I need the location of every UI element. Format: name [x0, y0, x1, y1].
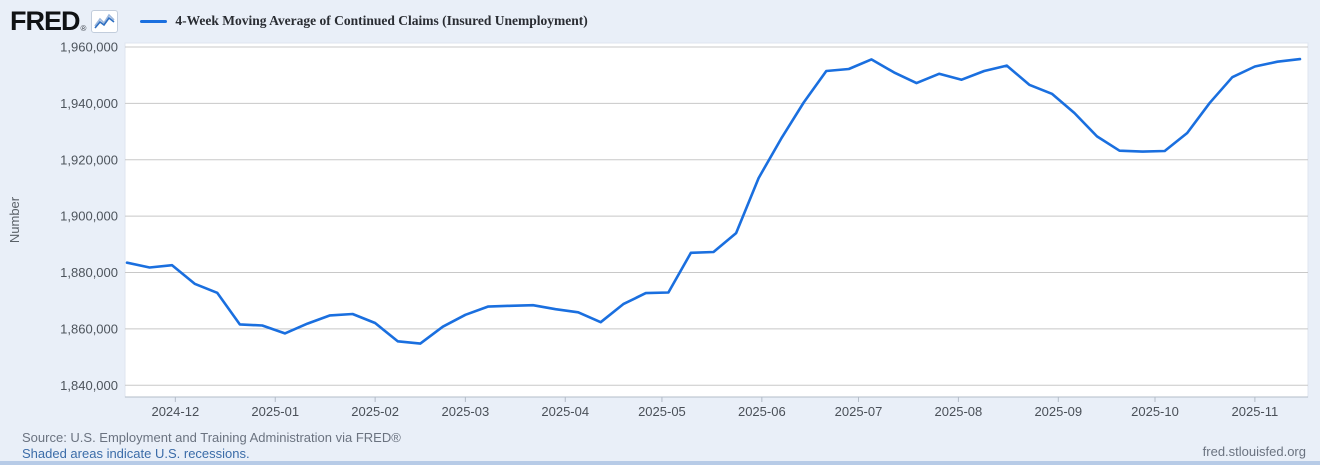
x-axis-tick-label: 2025-02 [351, 404, 399, 419]
x-axis-tick-label: 2025-03 [442, 404, 490, 419]
x-axis-tick-label: 2025-11 [1232, 404, 1279, 419]
x-axis-tick-label: 2025-05 [638, 404, 686, 419]
fred-sparkline-logo-icon [91, 9, 119, 33]
chart-header: FRED ® 4-Week Moving Average of Continue… [10, 6, 588, 36]
y-axis-title: Number [7, 196, 22, 243]
y-axis-tick-label: 1,900,000 [60, 209, 118, 224]
y-axis-tick-label: 1,940,000 [60, 96, 118, 111]
source-attribution: Source: U.S. Employment and Training Adm… [22, 430, 401, 445]
y-axis-tick-label: 1,840,000 [60, 378, 118, 393]
y-axis-tick-label: 1,880,000 [60, 265, 118, 280]
plot-area [124, 42, 1309, 398]
chart-legend: 4-Week Moving Average of Continued Claim… [140, 13, 588, 29]
claims-line-chart: 1,960,000 1,940,000 1,920,000 1,900,000 1,88… [7, 40, 1309, 419]
x-axis-tick-label: 2025-01 [251, 404, 299, 419]
x-axis-tick-label: 2024-12 [151, 404, 199, 419]
x-axis-tick-label: 2025-08 [935, 404, 983, 419]
fred-site-link[interactable]: fred.stlouisfed.org [1202, 444, 1306, 459]
y-axis-tick-label: 1,920,000 [60, 152, 118, 167]
bottom-accent-strip [0, 461, 1320, 465]
x-axis-tick-label: 2025-06 [738, 404, 786, 419]
y-axis-tick-label: 1,960,000 [60, 40, 118, 55]
y-axis-tick-label: 1,860,000 [60, 321, 118, 336]
claims-line-series[interactable] [125, 57, 1302, 345]
recessions-note-link[interactable]: Shaded areas indicate U.S. recessions. [22, 446, 250, 461]
x-axis-tick-label: 2025-04 [541, 404, 589, 419]
fred-logo-text: FRED [10, 6, 80, 36]
x-axis-tick-label: 2025-07 [835, 404, 883, 419]
fred-logo-registered-mark: ® [80, 24, 87, 33]
fred-logo: FRED ® [10, 6, 119, 36]
legend-series-label: 4-Week Moving Average of Continued Claim… [175, 13, 588, 28]
legend-line-swatch [140, 19, 168, 23]
x-axis-tick-label: 2025-10 [1131, 404, 1179, 419]
x-axis-tick-label: 2025-09 [1034, 404, 1082, 419]
